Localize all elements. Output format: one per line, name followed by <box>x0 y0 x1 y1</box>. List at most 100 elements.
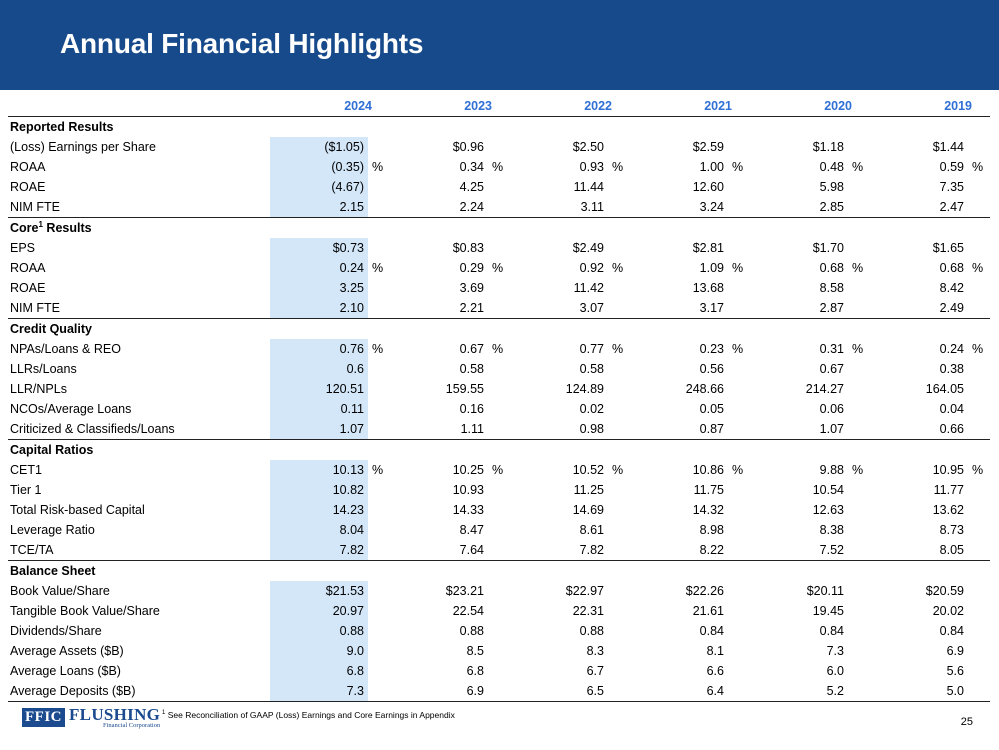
row-label: NIM FTE <box>10 200 60 214</box>
table-row: (Loss) Earnings per Share ($1.05) $0.96 $2.… <box>8 137 990 157</box>
unit-cell <box>968 480 990 500</box>
unit-cell <box>368 177 390 197</box>
value-cell: 11.77 <box>933 483 964 497</box>
value-cell: 21.61 <box>692 604 724 618</box>
unit-cell <box>848 298 870 319</box>
value-cell: 8.1 <box>706 644 724 658</box>
value-cell: 164.05 <box>925 382 964 396</box>
footnote: 1 See Reconciliation of GAAP (Loss) Earn… <box>162 710 455 720</box>
value-cell: 8.61 <box>579 523 604 537</box>
unit-cell: % <box>732 160 744 174</box>
unit-cell <box>968 601 990 621</box>
year-header: 2020 <box>824 98 852 113</box>
value-cell: 0.34 <box>459 160 484 174</box>
unit-cell <box>848 238 870 258</box>
row-label: Dividends/Share <box>10 624 102 638</box>
value-cell: 7.3 <box>270 681 368 701</box>
value-cell: 1.07 <box>270 419 368 440</box>
unit-cell <box>968 359 990 379</box>
value-cell: 0.11 <box>270 399 368 419</box>
value-cell: $20.59 <box>925 584 964 598</box>
unit-cell <box>608 359 630 379</box>
unit-cell <box>968 520 990 540</box>
row-label: ROAA <box>10 160 46 174</box>
unit-cell <box>728 581 750 601</box>
unit-cell <box>968 419 990 440</box>
unit-cell: % <box>372 261 384 275</box>
value-cell: 10.86 <box>692 463 724 477</box>
row-label: Average Loans ($B) <box>10 664 121 678</box>
unit-cell <box>848 399 870 419</box>
unit-cell <box>368 278 390 298</box>
value-cell: 0.56 <box>699 362 724 376</box>
value-cell: $1.44 <box>932 140 964 154</box>
page-number: 25 <box>960 716 973 728</box>
table-row: NIM FTE 2.15 2.24 3.11 3.24 2.85 2.47 <box>8 197 990 218</box>
table-bottom-rule <box>8 701 990 702</box>
table-row: CET1 10.13% 10.25% 10.52% 10.86% 9.88% 10.95% <box>8 460 990 480</box>
unit-cell <box>608 661 630 681</box>
section-header-row: Core1 Results <box>8 217 990 238</box>
value-cell: 1.11 <box>460 422 484 436</box>
value-cell: 5.0 <box>946 684 964 698</box>
value-cell: 6.9 <box>946 644 964 658</box>
value-cell: 0.6 <box>270 359 368 379</box>
value-cell: 2.10 <box>270 298 368 319</box>
unit-cell: % <box>372 463 384 477</box>
unit-cell <box>848 197 870 218</box>
value-cell: 3.17 <box>699 301 724 315</box>
value-cell: 0.98 <box>579 422 604 436</box>
unit-cell: % <box>612 160 624 174</box>
unit-cell <box>368 520 390 540</box>
unit-cell <box>728 621 750 641</box>
value-cell: $0.73 <box>270 238 368 258</box>
unit-cell <box>488 480 510 500</box>
value-cell: 20.02 <box>932 604 964 618</box>
unit-cell <box>728 641 750 661</box>
value-cell: ($1.05) <box>270 137 368 157</box>
unit-cell: % <box>492 160 504 174</box>
financial-highlights-table: 2024 2023 2022 2021 2020 2019 Reported R… <box>8 95 990 701</box>
value-cell: 14.69 <box>572 503 604 517</box>
value-cell: 14.32 <box>692 503 724 517</box>
value-cell: 11.44 <box>573 180 604 194</box>
section-name: Balance Sheet <box>10 564 96 578</box>
row-label: EPS <box>10 241 36 255</box>
value-cell: $22.97 <box>565 584 604 598</box>
table-row: LLR/NPLs 120.51 159.55 124.89 248.66 214.27 16… <box>8 379 990 399</box>
table-row: NIM FTE 2.10 2.21 3.07 3.17 2.87 2.49 <box>8 298 990 319</box>
row-label: Tier 1 <box>10 483 42 497</box>
value-cell: 2.15 <box>270 197 368 218</box>
unit-cell <box>368 238 390 258</box>
unit-cell <box>488 601 510 621</box>
value-cell: 5.2 <box>826 684 844 698</box>
unit-cell <box>848 500 870 520</box>
value-cell: 0.05 <box>699 402 724 416</box>
unit-cell <box>848 520 870 540</box>
value-cell: 0.24 <box>270 258 368 278</box>
row-label: NPAs/Loans & REO <box>10 342 121 356</box>
value-cell: 6.6 <box>706 664 724 678</box>
unit-cell <box>728 298 750 319</box>
row-label: NIM FTE <box>10 301 60 315</box>
value-cell: $2.50 <box>572 140 604 154</box>
value-cell: 8.73 <box>939 523 964 537</box>
unit-cell <box>728 177 750 197</box>
unit-cell <box>368 581 390 601</box>
unit-cell <box>608 399 630 419</box>
unit-cell <box>488 540 510 561</box>
value-cell: 8.58 <box>819 281 844 295</box>
value-cell: 6.0 <box>826 664 844 678</box>
year-header: 2019 <box>944 98 972 113</box>
unit-cell: % <box>612 463 624 477</box>
value-cell: 8.42 <box>939 281 964 295</box>
value-cell: 9.0 <box>270 641 368 661</box>
value-cell: 13.62 <box>932 503 964 517</box>
unit-cell <box>968 661 990 681</box>
section-title: Credit Quality <box>8 318 990 339</box>
row-label: Tangible Book Value/Share <box>10 604 160 618</box>
row-label: (Loss) Earnings per Share <box>10 140 156 154</box>
unit-cell <box>368 681 390 701</box>
unit-cell <box>488 379 510 399</box>
unit-cell <box>968 500 990 520</box>
